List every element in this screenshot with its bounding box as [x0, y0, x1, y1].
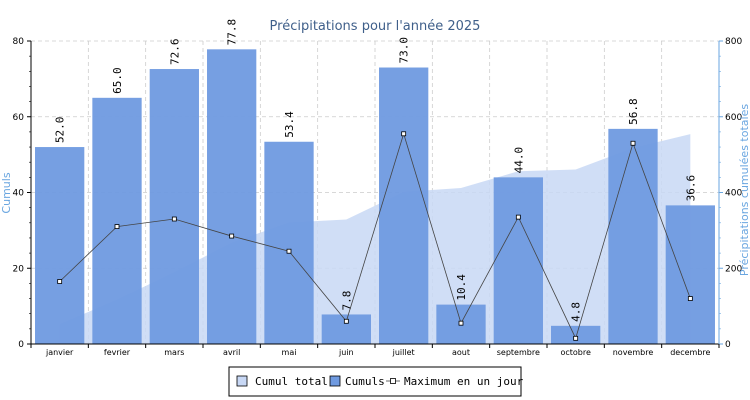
legend: Cumul total Cumuls Maximum en un jour [228, 366, 524, 397]
legend-swatch-cumuls [329, 375, 341, 387]
max-point [229, 233, 235, 239]
y-tick-label: 20 [13, 264, 25, 274]
bars-layer [35, 49, 715, 345]
max-point [401, 131, 407, 137]
y2-tick-label: 800 [725, 37, 742, 47]
bar-value-label: 10.4 [455, 274, 468, 301]
max-point [515, 214, 521, 220]
x-tick-label: octobre [560, 348, 591, 357]
max-point [171, 216, 177, 222]
left-axis-ticks: 0 20 40 60 80 [13, 37, 31, 350]
legend-marker-maximum [390, 378, 396, 384]
bar-value-label: 72.6 [168, 39, 181, 66]
bar-value-label: 36.6 [684, 175, 697, 202]
legend-label-maximum: Maximum en un jour [404, 375, 524, 388]
bar-value-label: 4.8 [570, 302, 583, 322]
bar-value-label: 56.8 [627, 98, 640, 125]
x-tick-label: aout [452, 348, 470, 357]
bar-novembre [608, 128, 658, 344]
bar-value-label: 65.0 [111, 67, 124, 94]
y2-tick-label: 200 [725, 264, 742, 274]
y2-tick-label: 600 [725, 113, 742, 123]
chart-title: Précipitations pour l'année 2025 [270, 19, 481, 34]
bar-juillet [379, 67, 429, 344]
bar-fevrier [92, 97, 142, 344]
max-point [343, 318, 349, 324]
bar-value-labels: 52.0 65.0 72.6 77.8 53.4 7.8 73.0 10.4 44.0 4.8 56… [54, 19, 698, 322]
x-tick-label: decembre [670, 348, 710, 357]
x-tick-label: juillet [392, 348, 415, 357]
max-point [687, 296, 693, 301]
max-point [630, 140, 636, 146]
legend-item-maximum: Maximum en un jour [386, 375, 524, 388]
x-tick-label: fevrier [104, 348, 131, 357]
bar-mars [149, 69, 199, 344]
bar-mai [264, 141, 314, 344]
bar-octobre [551, 325, 601, 344]
y-tick-label: 40 [13, 189, 25, 199]
y-tick-label: 80 [13, 37, 25, 47]
legend-label-cumuls: Cumuls [345, 375, 385, 388]
max-line-layer [57, 131, 693, 341]
y2-axis-label: Précipitations cumulées totales [738, 104, 750, 276]
y-axis-label: Cumuls [0, 172, 13, 213]
x-tick-label: novembre [613, 348, 654, 357]
bar-value-label: 77.8 [226, 19, 239, 46]
y2-tick-label: 0 [725, 340, 731, 350]
max-point [458, 320, 464, 326]
max-line [59, 132, 691, 340]
x-axis-ticks: janvier fevrier mars avril mai juin juillet aou… [30, 344, 720, 357]
legend-box [228, 366, 522, 397]
bar-septembre [493, 177, 543, 344]
x-tick-label: janvier [45, 348, 74, 357]
bar-janvier [35, 147, 85, 344]
legend-label-cumul-total: Cumul total [255, 375, 328, 388]
y2-tick-label: 400 [725, 189, 742, 199]
bar-avril [207, 49, 257, 345]
bar-value-label: 44.0 [512, 147, 525, 174]
max-point [57, 279, 63, 284]
bar-value-label: 53.4 [283, 111, 296, 138]
bar-value-label: 52.0 [54, 117, 67, 144]
x-tick-label: septembre [497, 348, 540, 357]
bar-decembre [665, 205, 715, 344]
max-point [286, 248, 292, 254]
max-point [573, 335, 579, 341]
x-tick-label: juin [338, 348, 354, 357]
y-tick-label: 60 [13, 113, 25, 123]
legend-item-cumuls: Cumuls [329, 375, 385, 388]
y-tick-label: 0 [18, 340, 24, 350]
x-tick-label: mai [282, 348, 297, 357]
legend-swatch-cumul-total [236, 375, 248, 387]
x-tick-label: avril [223, 348, 240, 357]
bar-value-label: 73.0 [398, 37, 411, 64]
right-axis-ticks: 0 200 400 600 800 [719, 37, 742, 350]
max-point [114, 224, 120, 229]
x-tick-label: mars [164, 348, 184, 357]
legend-item-cumul-total: Cumul total [236, 375, 328, 388]
bar-value-label: 7.8 [340, 291, 353, 311]
